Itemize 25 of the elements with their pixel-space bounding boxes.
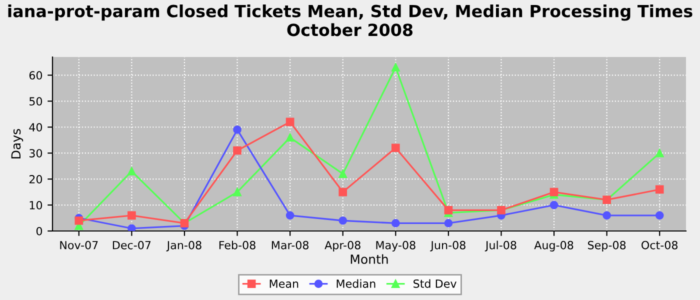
y-tick-label: 30: [29, 149, 42, 158]
x-tick-label: Sep-08: [588, 240, 626, 252]
x-tick-label: Oct-08: [642, 240, 678, 250]
x-tick-label: Mar-08: [272, 240, 309, 250]
x-tick-label: Jul-08: [484, 240, 516, 252]
y-tick-label: 10: [30, 201, 42, 210]
x-tick-label: May-08: [376, 240, 416, 252]
legend-label: Median: [336, 279, 376, 288]
y-tick-label: 20: [29, 175, 42, 184]
y-tick-label: 40: [29, 123, 42, 132]
x-tick-label: Feb-08: [219, 240, 256, 250]
legend-label: Mean: [270, 280, 298, 288]
x-tick-label: Dec-07: [112, 240, 151, 250]
x-tick-label: Jan-08: [166, 240, 202, 252]
y-tick-label: 0: [36, 226, 42, 236]
legend-label: Std Dev: [414, 279, 456, 288]
x-tick-label: Apr-08: [324, 240, 360, 252]
x-tick-label: Jun-08: [430, 240, 466, 252]
y-tick-label: 60: [29, 71, 42, 80]
x-tick-label: Aug-08: [534, 240, 574, 252]
y-tick-label: 50: [29, 97, 42, 106]
x-tick-label: Nov-07: [60, 240, 98, 250]
x-axis-title: Month: [350, 254, 388, 264]
y-axis-title: Days: [11, 129, 24, 158]
chart-title: iana-prot-param Closed Tickets Mean, Std Dev, Median Processing Times October 2008: [8, 4, 692, 36]
